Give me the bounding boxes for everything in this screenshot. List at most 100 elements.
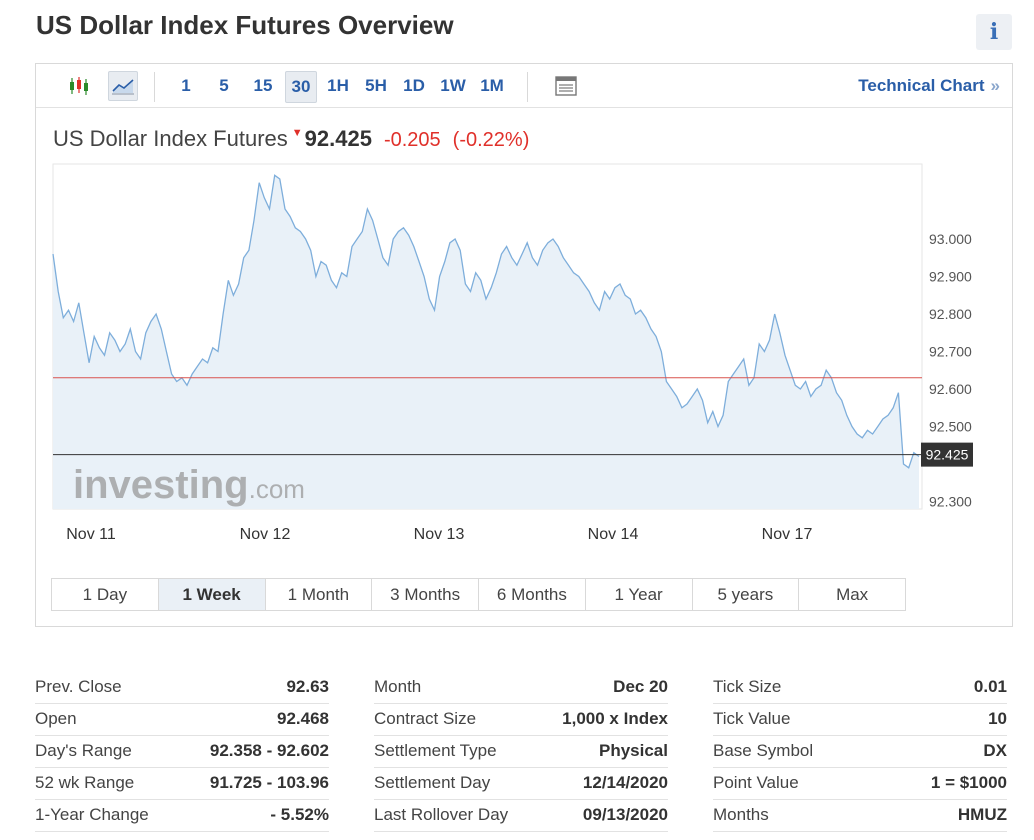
range-1-day[interactable]: 1 Day [82, 585, 128, 604]
technical-chart-link[interactable]: Technical Chart » [858, 76, 1000, 96]
watermark-main: investing [73, 463, 249, 507]
stats-column-3: Tick Size 0.01 Tick Value 10 Base Symbol DX… [713, 672, 1007, 832]
stat-value: 92.358 - 92.602 [209, 741, 329, 760]
stats-column-2: Month Dec 20 Contract Size 1,000 x Index S… [374, 672, 668, 832]
stat-row: Settlement Day 12/14/2020 [374, 768, 668, 800]
quote-header: US Dollar Index Futures ▼92.425 -0.205 (-0.… [53, 126, 529, 156]
stat-value: Physical [599, 741, 668, 760]
toolbar-divider [527, 72, 528, 102]
range-1-month[interactable]: 1 Month [264, 579, 372, 610]
stat-value: 09/13/2020 [582, 805, 668, 824]
range-1-year[interactable]: 1 Year [584, 579, 692, 610]
stat-value: DX [983, 741, 1007, 760]
stat-value: Dec 20 [613, 677, 668, 696]
down-arrow-icon: ▼ [291, 127, 303, 139]
y-tick-label: 92.300 [929, 494, 972, 510]
stat-row: Open 92.468 [35, 704, 329, 736]
stat-value: - 5.52% [270, 805, 329, 824]
stat-label: Contract Size [374, 709, 477, 728]
stat-row: Last Rollover Day 09/13/2020 [374, 800, 668, 832]
timeframe-1w[interactable]: 1W [440, 76, 466, 95]
stat-row: Contract Size 1,000 x Index [374, 704, 668, 736]
page-title: US Dollar Index Futures Overview [36, 10, 454, 40]
y-tick-label: 92.800 [929, 306, 972, 322]
instrument-name: US Dollar Index Futures [53, 126, 288, 151]
timeframe-5h[interactable]: 5H [365, 76, 387, 95]
stat-label: Settlement Day [374, 773, 491, 792]
range-1-week[interactable]: 1 Week [157, 579, 265, 610]
price-chart[interactable]: investing.com 92.425 93.000 92.900 92.800 92.… [36, 64, 1012, 564]
stat-row: Day's Range 92.358 - 92.602 [35, 736, 329, 768]
x-tick-label: Nov 13 [414, 526, 465, 543]
range-6-months[interactable]: 6 Months [478, 579, 585, 610]
price-area [53, 175, 919, 510]
timeframe-15[interactable]: 15 [253, 76, 273, 95]
stat-label: Day's Range [35, 741, 132, 760]
range-3-months[interactable]: 3 Months [371, 579, 478, 610]
stat-value: HMUZ [957, 805, 1007, 824]
price-change-percent: (-0.22%) [452, 129, 530, 151]
stat-label: Month [374, 677, 422, 696]
x-tick-label: Nov 11 [66, 526, 116, 543]
timeframe-1[interactable]: 1 [181, 76, 191, 95]
stat-label: Prev. Close [35, 677, 122, 696]
info-icon[interactable]: i [976, 14, 1012, 50]
candlestick-icon[interactable] [64, 71, 94, 101]
y-tick-label: 92.600 [929, 381, 972, 397]
last-price: 92.425 [304, 126, 372, 151]
chevron-right-icon: » [990, 76, 1000, 95]
stat-label: Point Value [713, 773, 799, 792]
timeframe-1d[interactable]: 1D [403, 76, 425, 95]
stat-value: 1 = $1000 [930, 773, 1007, 792]
timeframe-30[interactable]: 30 [285, 71, 317, 103]
stat-row: Prev. Close 92.63 [35, 672, 329, 704]
stat-label: Tick Value [713, 709, 791, 728]
stat-value: 91.725 - 103.96 [209, 773, 329, 792]
timeframe-5[interactable]: 5 [219, 76, 229, 95]
y-tick-label: 93.000 [929, 231, 972, 247]
y-tick-label: 92.900 [929, 269, 972, 285]
stat-row: Months HMUZ [713, 800, 1007, 832]
current-price-tag [921, 442, 973, 467]
stat-value: 92.468 [277, 709, 329, 728]
area-chart-icon[interactable] [108, 71, 138, 101]
price-line [52, 174, 920, 469]
timeframe-1m[interactable]: 1M [480, 76, 504, 95]
current-price-label: 92.425 [926, 447, 969, 463]
range-5-years[interactable]: 5 years [691, 579, 799, 610]
stat-row: Tick Value 10 [713, 704, 1007, 736]
stat-label: Months [713, 805, 769, 824]
stat-label: Base Symbol [713, 741, 814, 760]
stat-row: Base Symbol DX [713, 736, 1007, 768]
y-tick-label: 92.700 [929, 344, 972, 360]
range-max[interactable]: Max [798, 579, 905, 610]
watermark-logo: investing.com [73, 463, 305, 507]
stat-label: 1-Year Change [35, 805, 149, 824]
timeframe-1h[interactable]: 1H [327, 76, 349, 95]
stat-value: 0.01 [973, 677, 1007, 696]
stat-row: Settlement Type Physical [374, 736, 668, 768]
stat-value: 1,000 x Index [562, 709, 668, 728]
y-tick-label: 92.500 [929, 419, 972, 435]
range-selector: 1 Day 1 Week 1 Month 3 Months 6 Months 1… [51, 578, 906, 611]
chart-toolbar: 1 5 15 30 1H 5H 1D 1W 1M Technical Chart… [36, 64, 1012, 108]
watermark-suffix: .com [249, 474, 305, 504]
chart-panel: 1 5 15 30 1H 5H 1D 1W 1M Technical Chart… [35, 63, 1013, 627]
technical-chart-label: Technical Chart [858, 76, 985, 95]
stat-row: Point Value 1 = $1000 [713, 768, 1007, 800]
stat-label: 52 wk Range [35, 773, 135, 792]
stat-row: 52 wk Range 91.725 - 103.96 [35, 768, 329, 800]
stat-row: Month Dec 20 [374, 672, 668, 704]
x-tick-label: Nov 14 [588, 526, 639, 543]
x-tick-label: Nov 12 [240, 526, 291, 543]
stat-value: 92.63 [286, 677, 329, 696]
stat-row: Tick Size 0.01 [713, 672, 1007, 704]
toolbar-divider [154, 72, 155, 102]
x-tick-label: Nov 17 [762, 526, 813, 543]
stats-column-1: Prev. Close 92.63 Open 92.468 Day's Range 9… [35, 672, 329, 832]
stat-row: 1-Year Change - 5.52% [35, 800, 329, 832]
table-icon[interactable] [551, 71, 581, 101]
stat-value: 12/14/2020 [582, 773, 668, 792]
stat-label: Settlement Type [374, 741, 497, 760]
price-change: -0.205 [383, 129, 441, 151]
